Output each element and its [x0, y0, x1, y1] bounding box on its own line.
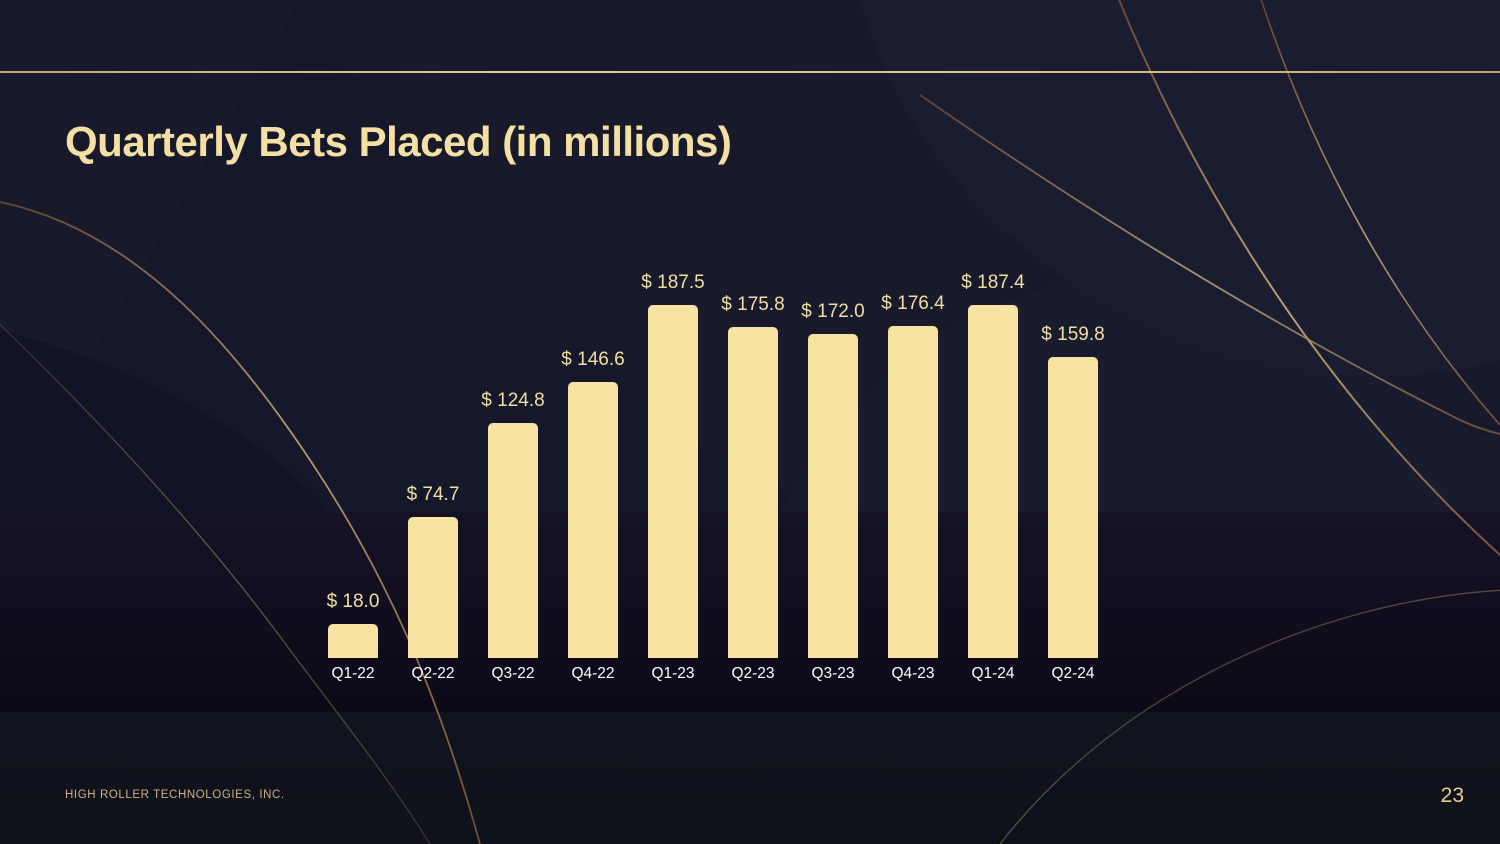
- bar-value-label: $ 187.4: [961, 272, 1025, 293]
- bar: [888, 326, 938, 658]
- page-number: 23: [1440, 784, 1464, 807]
- bar-value-label: $ 176.4: [881, 293, 945, 314]
- bar-value-label: $ 175.8: [721, 294, 785, 315]
- bar-value-label: $ 74.7: [406, 484, 460, 505]
- bar: [648, 305, 698, 658]
- bg-wave-left-diagonal: [0, 0, 900, 512]
- bar-value-label: $ 159.8: [1041, 324, 1105, 345]
- bar: [808, 334, 858, 658]
- bar: [328, 624, 378, 658]
- bg-wave-top-right: [860, 0, 1500, 376]
- bar: [568, 382, 618, 658]
- bar: [968, 305, 1018, 658]
- bar-category-label: Q3-23: [811, 665, 855, 682]
- bar-category-label: Q1-23: [651, 665, 695, 682]
- top-divider-line: [0, 71, 1500, 73]
- bar: [728, 327, 778, 658]
- bar-value-label: $ 18.0: [326, 591, 380, 612]
- bar-category-label: Q2-22: [411, 665, 455, 682]
- bar-value-label: $ 187.5: [641, 272, 705, 293]
- bar-category-label: Q1-24: [971, 665, 1015, 682]
- bar-category-label: Q4-23: [891, 665, 935, 682]
- bg-wave-mid-right: [780, 276, 1500, 512]
- footer-company-name: HIGH ROLLER TECHNOLOGIES, INC.: [65, 789, 285, 801]
- bg-band-lower: [0, 712, 1500, 844]
- bar-value-label: $ 172.0: [801, 301, 865, 322]
- bar: [408, 517, 458, 658]
- bar-category-label: Q4-22: [571, 665, 615, 682]
- bar: [1048, 357, 1098, 658]
- bar-category-label: Q2-24: [1051, 665, 1095, 682]
- page-title: Quarterly Bets Placed (in millions): [65, 118, 732, 165]
- bg-wave-bottom-left: [0, 330, 330, 512]
- bar-category-label: Q1-22: [331, 665, 375, 682]
- bar-value-label: $ 124.8: [481, 390, 545, 411]
- bar-category-label: Q3-22: [491, 665, 535, 682]
- bar-category-label: Q2-23: [731, 665, 775, 682]
- bar: [488, 423, 538, 658]
- bar-value-label: $ 146.6: [561, 349, 625, 370]
